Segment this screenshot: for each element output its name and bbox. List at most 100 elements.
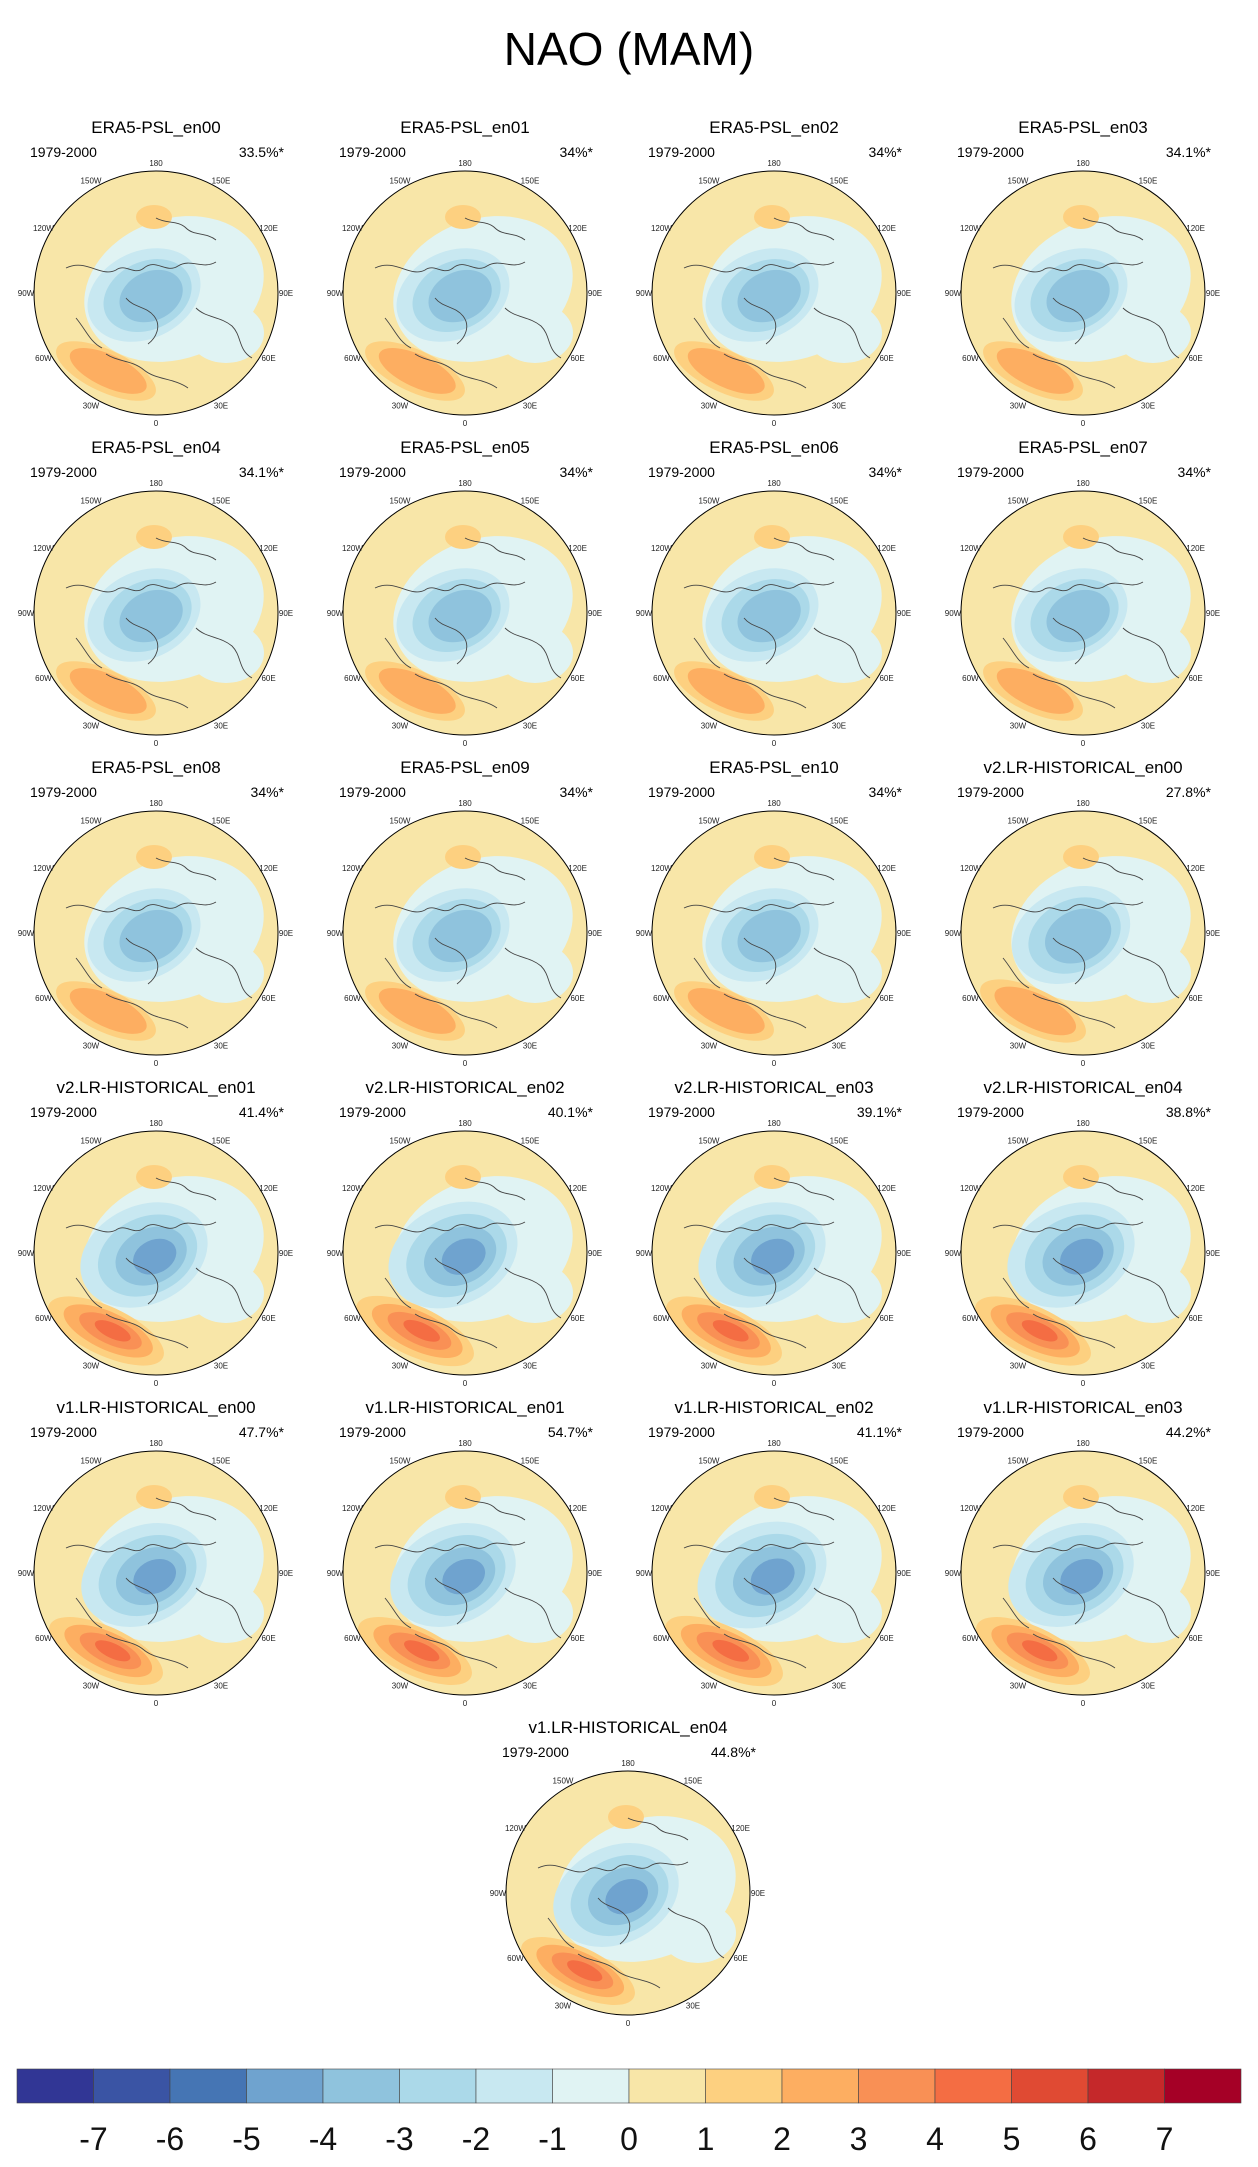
colorbar-tick-label: 6	[1079, 2121, 1097, 2157]
longitude-label: 30W	[392, 1042, 409, 1051]
positive-anomaly-contour	[378, 347, 456, 394]
positive-anomaly-contour	[1063, 525, 1099, 549]
longitude-label: 90E	[588, 1249, 602, 1258]
longitude-label: 0	[772, 1699, 777, 1708]
longitude-label: 30W	[83, 1362, 100, 1371]
panel-title: v1.LR-HISTORICAL_en04	[528, 1718, 728, 1737]
longitude-label: 60E	[570, 674, 584, 683]
polar-map: 180 150E 120E 90E 60E 30E 0 30W 60W 90W 120W 150W	[327, 1119, 602, 1388]
colorbar-swatch	[1087, 2068, 1165, 2104]
positive-anomaly-contour	[1022, 1640, 1058, 1662]
positive-anomaly-contour	[136, 1165, 172, 1189]
colorbar-swatch	[246, 2068, 324, 2104]
colorbar-swatch	[475, 2068, 553, 2104]
polar-map: 180 150E 120E 90E 60E 30E 0 30W 60W 90W 120W 150W	[945, 1439, 1220, 1708]
panel-title: ERA5-PSL_en10	[709, 758, 839, 777]
longitude-label: 30E	[523, 1362, 537, 1371]
panel-title: v2.LR-HISTORICAL_en04	[983, 1078, 1183, 1097]
negative-anomaly-contour	[1060, 1558, 1104, 1595]
panel-title: ERA5-PSL_en09	[400, 758, 530, 777]
polar-map: 180 150E 120E 90E 60E 30E 0 30W 60W 90W 120W 150W	[636, 799, 911, 1068]
colorbar-tick-label: -6	[156, 2121, 184, 2157]
longitude-label: 180	[767, 799, 781, 808]
map-border	[960, 810, 1206, 1056]
longitude-label: 150W	[699, 1136, 720, 1145]
longitude-label: 90E	[1206, 1569, 1220, 1578]
longitude-label: 150W	[699, 1456, 720, 1465]
longitude-label: 120W	[33, 1504, 54, 1513]
longitude-label: 0	[772, 419, 777, 428]
panel-title: v2.LR-HISTORICAL_en01	[56, 1078, 256, 1097]
longitude-label: 30W	[392, 1682, 409, 1691]
positive-anomaly-contour	[754, 1485, 790, 1509]
panel-period: 1979-2000	[957, 144, 1024, 160]
panel-period: 1979-2000	[648, 464, 715, 480]
negative-anomaly-contour	[441, 1238, 486, 1275]
longitude-label: 30E	[1141, 1042, 1155, 1051]
map-border	[342, 490, 588, 736]
longitude-label: 150W	[81, 816, 102, 825]
colorbar-tick-label: -5	[232, 2121, 260, 2157]
longitude-label: 60W	[344, 1314, 361, 1323]
longitude-label: 90W	[636, 609, 653, 618]
longitude-label: 120E	[568, 544, 587, 553]
panel-variance: 34%*	[868, 144, 902, 160]
figure-title: NAO (MAM)	[503, 23, 755, 75]
longitude-label: 60E	[1188, 1314, 1202, 1323]
colorbar-swatch	[934, 2068, 1012, 2104]
longitude-label: 180	[458, 1119, 472, 1128]
positive-anomaly-contour	[136, 1485, 172, 1509]
colorbar-swatch	[781, 2068, 859, 2104]
longitude-label: 120W	[960, 864, 981, 873]
positive-anomaly-contour	[136, 525, 172, 549]
longitude-label: 90E	[279, 289, 293, 298]
panel-variance: 34%*	[868, 784, 902, 800]
longitude-label: 60E	[879, 354, 893, 363]
negative-anomaly-contour	[119, 269, 183, 323]
colorbar-swatch	[552, 2068, 630, 2104]
longitude-label: 180	[621, 1759, 635, 1768]
longitude-label: 30W	[83, 1042, 100, 1051]
longitude-label: 150E	[212, 1136, 231, 1145]
longitude-label: 180	[149, 159, 163, 168]
longitude-label: 0	[154, 739, 159, 748]
map-border	[342, 1130, 588, 1376]
longitude-label: 180	[458, 479, 472, 488]
longitude-label: 90E	[897, 1249, 911, 1258]
map-border	[651, 810, 897, 1056]
longitude-label: 30W	[555, 2002, 572, 2011]
longitude-label: 180	[767, 1439, 781, 1448]
longitude-label: 150W	[1008, 176, 1029, 185]
longitude-label: 30W	[701, 1042, 718, 1051]
longitude-label: 150W	[1008, 496, 1029, 505]
map-panel: v2.LR-HISTORICAL_en02 1979-2000 40.1%* 180 1…	[315, 1078, 615, 1388]
longitude-label: 120E	[259, 1184, 278, 1193]
longitude-label: 0	[772, 739, 777, 748]
longitude-label: 30W	[392, 722, 409, 731]
panel-variance: 38.8%*	[1165, 1104, 1211, 1120]
longitude-label: 60W	[653, 354, 670, 363]
panel-variance: 34%*	[559, 464, 593, 480]
coastline	[65, 1177, 253, 1349]
map-border	[651, 1130, 897, 1376]
longitude-label: 90W	[636, 929, 653, 938]
positive-anomaly-contour	[69, 347, 147, 394]
longitude-label: 150E	[1139, 496, 1158, 505]
longitude-label: 60W	[35, 674, 52, 683]
longitude-label: 90E	[588, 609, 602, 618]
longitude-label: 30E	[832, 1362, 846, 1371]
longitude-label: 120W	[651, 864, 672, 873]
longitude-label: 60W	[962, 994, 979, 1003]
positive-anomaly-contour	[687, 667, 765, 714]
longitude-label: 180	[767, 1119, 781, 1128]
positive-anomaly-contour	[567, 1960, 603, 1982]
longitude-label: 150W	[699, 176, 720, 185]
longitude-label: 150W	[1008, 1456, 1029, 1465]
longitude-label: 120W	[651, 1184, 672, 1193]
coastline	[992, 217, 1180, 389]
panel-period: 1979-2000	[957, 1424, 1024, 1440]
coastline	[374, 857, 562, 1029]
longitude-label: 150E	[212, 816, 231, 825]
coastline	[992, 537, 1180, 709]
longitude-label: 120W	[342, 544, 363, 553]
